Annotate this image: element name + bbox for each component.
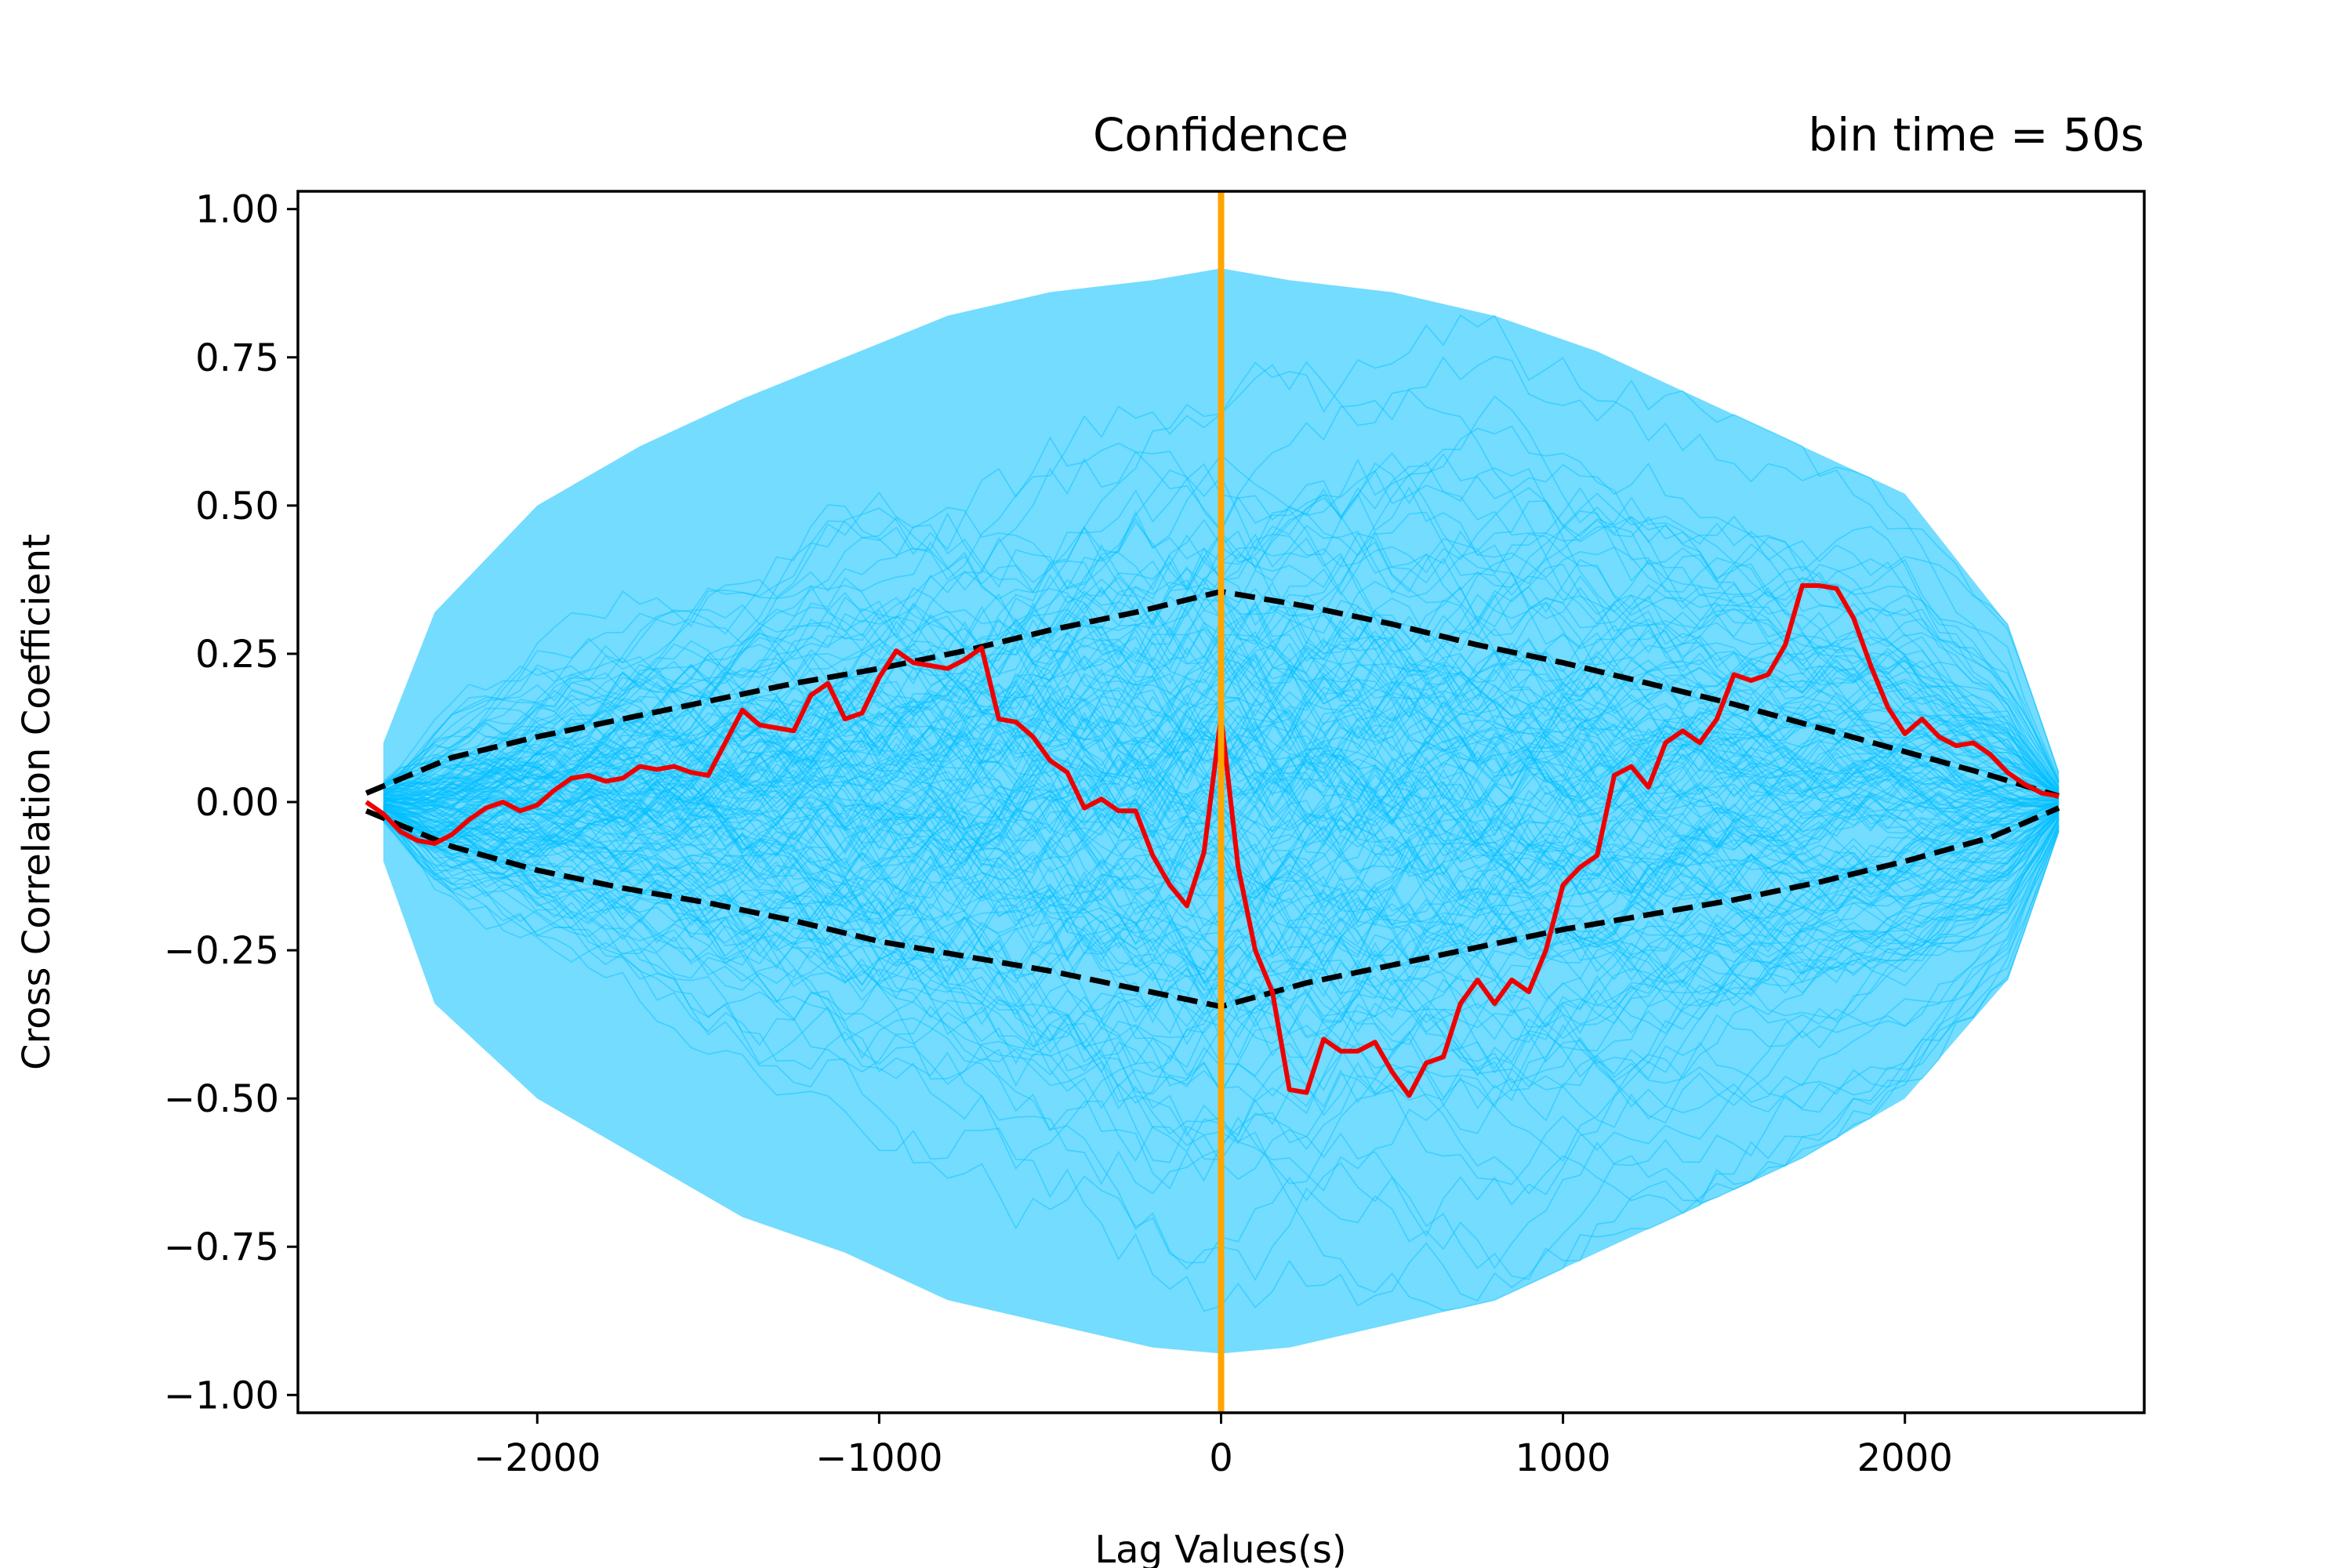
y-tick-label: −0.25 — [164, 929, 279, 973]
x-tick-label: 0 — [1209, 1436, 1233, 1480]
y-tick-label: 0.25 — [195, 633, 279, 677]
y-tick-label: 0.00 — [195, 781, 279, 825]
chart-title-center: Confidence — [1093, 108, 1348, 162]
y-tick-label: −1.00 — [164, 1374, 279, 1417]
y-tick-label: 0.75 — [195, 336, 279, 380]
x-axis: −2000 −1000 0 1000 2000 — [474, 1413, 1953, 1480]
y-tick-label: 0.50 — [195, 485, 279, 528]
x-axis-label: Lag Values(s) — [1094, 1528, 1346, 1568]
x-tick-label: −2000 — [474, 1436, 601, 1480]
x-tick-label: −1000 — [815, 1436, 942, 1480]
plot-area — [365, 191, 2060, 1413]
y-tick-label: 1.00 — [195, 188, 279, 232]
x-tick-label: 2000 — [1857, 1436, 1953, 1480]
chart-title-right: bin time = 50s — [1808, 108, 2144, 162]
observed-curve — [365, 583, 2060, 1098]
y-tick-label: −0.50 — [164, 1077, 279, 1121]
x-tick-label: 1000 — [1515, 1436, 1611, 1480]
y-tick-label: −0.75 — [164, 1225, 279, 1269]
y-axis-label: Cross Correlation Coefficient — [15, 534, 59, 1070]
observed-cross-correlation-line — [365, 583, 2060, 1098]
y-axis: 1.00 0.75 0.50 0.25 0.00 −0.25 −0.50 −0.75 −1.00 — [164, 188, 298, 1417]
